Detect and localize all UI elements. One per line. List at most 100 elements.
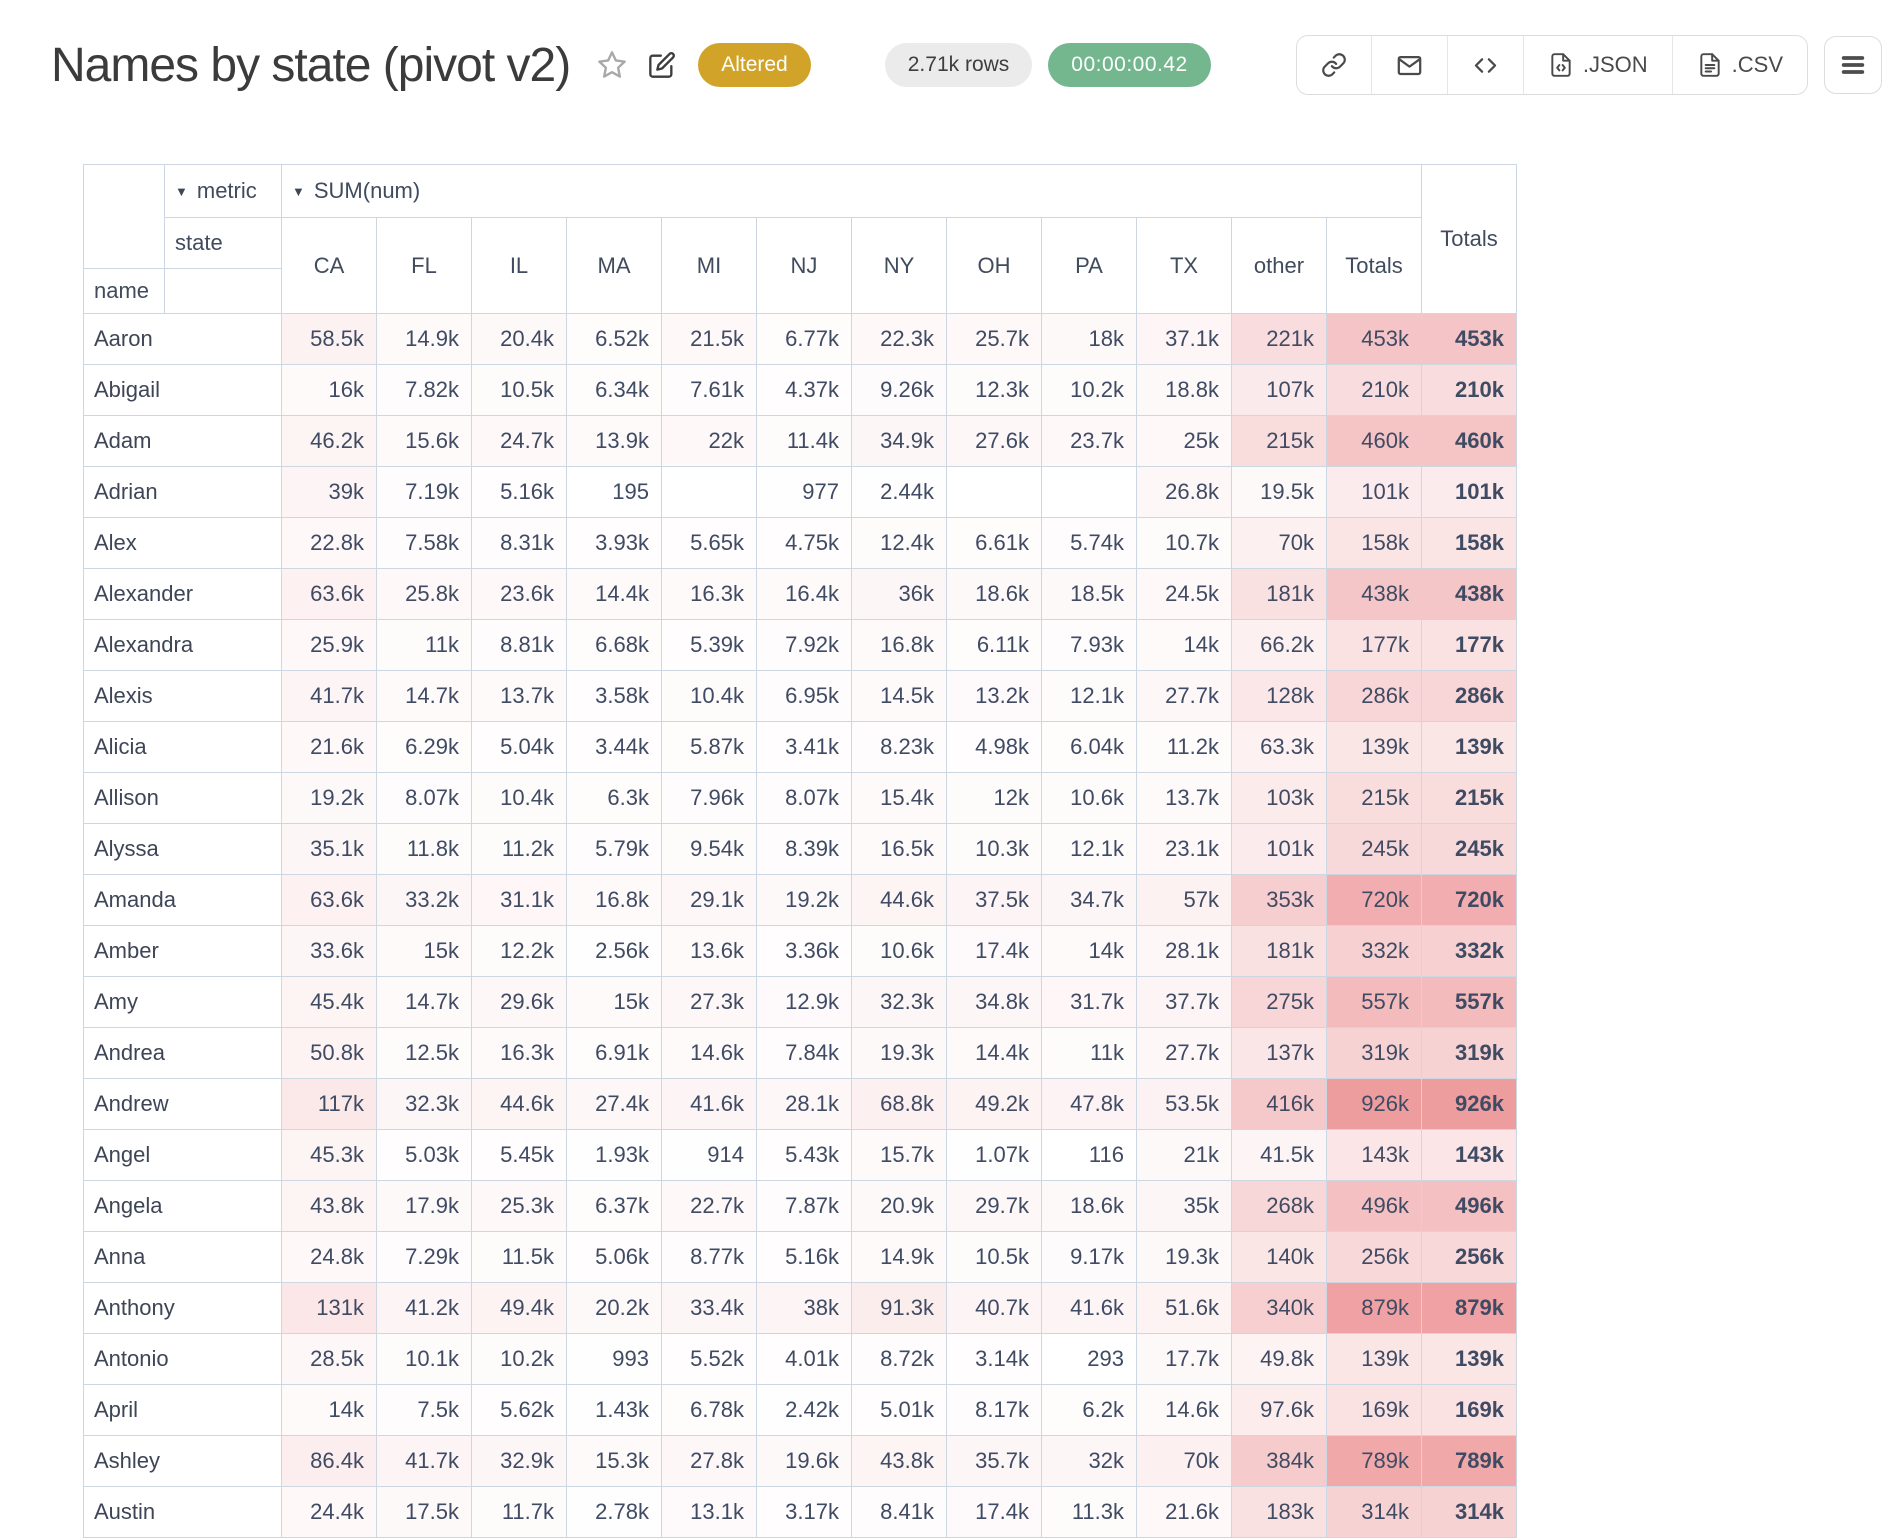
- value-cell: 22.3k: [851, 313, 947, 365]
- metric-value-dropdown[interactable]: ▼ SUM(num): [281, 164, 1422, 218]
- link-icon: [1321, 52, 1347, 78]
- grand-total-cell: 438k: [1421, 568, 1517, 620]
- edit-icon[interactable]: [648, 51, 676, 79]
- query-header: Names by state (pivot v2) Altered 2.71k …: [0, 0, 1892, 100]
- value-cell: 6.2k: [1041, 1384, 1137, 1436]
- table-row: Amber 33.6k 15k 12.2k 2.56k 13.6k 3.36k 10.6k 17…: [83, 925, 1517, 977]
- download-json-button[interactable]: .JSON: [1522, 36, 1672, 94]
- row-count-badge: 2.71k rows: [884, 43, 1033, 87]
- value-cell: 28.1k: [1136, 925, 1232, 977]
- email-button[interactable]: [1370, 36, 1447, 94]
- value-cell: 9.17k: [1041, 1231, 1137, 1283]
- value-cell: 32.3k: [376, 1078, 472, 1130]
- row-name-cell: Amy: [83, 976, 282, 1028]
- value-cell: 26.8k: [1136, 466, 1232, 518]
- download-csv-button[interactable]: .CSV: [1671, 36, 1807, 94]
- value-cell: 2.44k: [851, 466, 947, 518]
- value-cell: 40.7k: [946, 1282, 1042, 1334]
- value-cell: 4.01k: [756, 1333, 852, 1385]
- value-cell: 63.6k: [281, 874, 377, 926]
- star-icon[interactable]: [596, 49, 628, 81]
- value-cell: 5.62k: [471, 1384, 567, 1436]
- value-cell: 14.4k: [566, 568, 662, 620]
- value-cell: 11.2k: [471, 823, 567, 875]
- value-cell: 34.7k: [1041, 874, 1137, 926]
- value-cell: 13.7k: [1136, 772, 1232, 824]
- grand-total-cell: 177k: [1421, 619, 1517, 671]
- row-name-cell: Adam: [83, 415, 282, 467]
- value-cell: 24.8k: [281, 1231, 377, 1283]
- row-dimension-label: name: [83, 268, 165, 314]
- value-cell: 10.2k: [1041, 364, 1137, 416]
- metric-dropdown[interactable]: ▼ metric: [164, 164, 282, 218]
- value-cell: 20.4k: [471, 313, 567, 365]
- column-header-il: IL: [471, 217, 567, 314]
- value-cell: 19.2k: [756, 874, 852, 926]
- value-cell: 245k: [1326, 823, 1422, 875]
- value-cell: 43.8k: [851, 1435, 947, 1487]
- embed-code-button[interactable]: [1446, 36, 1523, 94]
- value-cell: 18k: [1041, 313, 1137, 365]
- value-cell: 9.26k: [851, 364, 947, 416]
- value-cell: 5.01k: [851, 1384, 947, 1436]
- value-cell: 5.74k: [1041, 517, 1137, 569]
- value-cell: 210k: [1326, 364, 1422, 416]
- value-cell: 16.4k: [756, 568, 852, 620]
- row-name-cell: Alex: [83, 517, 282, 569]
- value-cell: 35k: [1136, 1180, 1232, 1232]
- column-header-ca: CA: [281, 217, 377, 314]
- value-cell: 49.8k: [1231, 1333, 1327, 1385]
- row-name-cell: Amanda: [83, 874, 282, 926]
- value-cell: 97.6k: [1231, 1384, 1327, 1436]
- value-cell: 7.87k: [756, 1180, 852, 1232]
- value-cell: 16.8k: [566, 874, 662, 926]
- row-name-cell: Adrian: [83, 466, 282, 518]
- value-cell: 58.5k: [281, 313, 377, 365]
- value-cell: 9.54k: [661, 823, 757, 875]
- value-cell: 43.8k: [281, 1180, 377, 1232]
- value-cell: 10.1k: [376, 1333, 472, 1385]
- table-row: Ashley 86.4k 41.7k 32.9k 15.3k 27.8k 19.6k 43.8…: [83, 1435, 1517, 1487]
- value-cell: 8.31k: [471, 517, 567, 569]
- value-cell: 101k: [1231, 823, 1327, 875]
- value-cell: 19.5k: [1231, 466, 1327, 518]
- value-cell: 195: [566, 466, 662, 518]
- row-name-cell: Anna: [83, 1231, 282, 1283]
- value-cell: 13.9k: [566, 415, 662, 467]
- corner-cell: [164, 268, 282, 314]
- value-cell: 51.6k: [1136, 1282, 1232, 1334]
- value-cell: 28.1k: [756, 1078, 852, 1130]
- value-cell: 103k: [1231, 772, 1327, 824]
- menu-button[interactable]: [1824, 36, 1882, 94]
- value-cell: 7.84k: [756, 1027, 852, 1079]
- value-cell: 44.6k: [471, 1078, 567, 1130]
- grand-total-cell: 256k: [1421, 1231, 1517, 1283]
- value-cell: 22.7k: [661, 1180, 757, 1232]
- grand-total-cell: 101k: [1421, 466, 1517, 518]
- value-cell: 7.19k: [376, 466, 472, 518]
- grand-total-cell: 789k: [1421, 1435, 1517, 1487]
- value-cell: 139k: [1326, 1333, 1422, 1385]
- menu-icon: [1839, 51, 1867, 79]
- value-cell: 384k: [1231, 1435, 1327, 1487]
- value-cell: 3.14k: [946, 1333, 1042, 1385]
- value-cell: 17.4k: [946, 1486, 1042, 1538]
- value-cell: 5.04k: [471, 721, 567, 773]
- value-cell: 23.1k: [1136, 823, 1232, 875]
- value-cell: 6.78k: [661, 1384, 757, 1436]
- value-cell: 68.8k: [851, 1078, 947, 1130]
- value-cell: 11.3k: [1041, 1486, 1137, 1538]
- column-header-fl: FL: [376, 217, 472, 314]
- column-header-ny: NY: [851, 217, 947, 314]
- value-cell: 2.42k: [756, 1384, 852, 1436]
- value-cell: 977: [756, 466, 852, 518]
- value-cell: 70k: [1231, 517, 1327, 569]
- row-name-cell: Antonio: [83, 1333, 282, 1385]
- share-link-button[interactable]: [1296, 36, 1371, 94]
- value-cell: 20.9k: [851, 1180, 947, 1232]
- value-cell: 6.91k: [566, 1027, 662, 1079]
- value-cell: 27.3k: [661, 976, 757, 1028]
- value-cell: 23.6k: [471, 568, 567, 620]
- row-name-cell: Anthony: [83, 1282, 282, 1334]
- embed-code-icon: [1472, 52, 1499, 79]
